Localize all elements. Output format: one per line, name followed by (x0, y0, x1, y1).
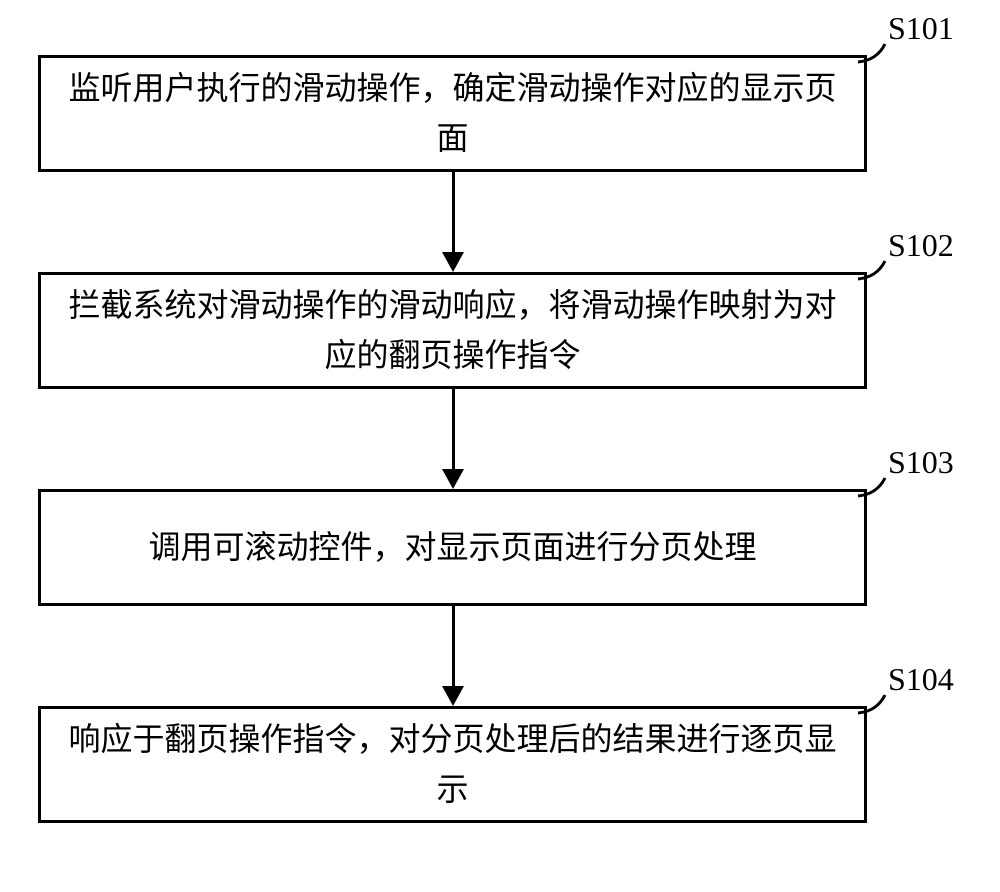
flow-node-s103: 调用可滚动控件，对显示页面进行分页处理 (38, 489, 867, 606)
arrow-s102-s103 (452, 389, 455, 469)
arrow-s101-s102 (452, 172, 455, 252)
flow-node-text: 拦截系统对滑动操作的滑动响应，将滑动操作映射为对应的翻页操作指令 (65, 281, 840, 380)
step-label-s102: S102 (888, 227, 954, 264)
flow-node-text: 调用可滚动控件，对显示页面进行分页处理 (148, 523, 756, 573)
step-label-s103: S103 (888, 444, 954, 481)
flow-node-s102: 拦截系统对滑动操作的滑动响应，将滑动操作映射为对应的翻页操作指令 (38, 272, 867, 389)
arrow-head-icon (442, 686, 464, 706)
step-label-s104: S104 (888, 661, 954, 698)
flow-node-text: 响应于翻页操作指令，对分页处理后的结果进行逐页显示 (65, 715, 840, 814)
step-label-s101: S101 (888, 10, 954, 47)
arrow-head-icon (442, 469, 464, 489)
flow-node-s101: 监听用户执行的滑动操作，确定滑动操作对应的显示页面 (38, 55, 867, 172)
flow-node-s104: 响应于翻页操作指令，对分页处理后的结果进行逐页显示 (38, 706, 867, 823)
arrow-head-icon (442, 252, 464, 272)
arrow-s103-s104 (452, 606, 455, 686)
flow-node-text: 监听用户执行的滑动操作，确定滑动操作对应的显示页面 (65, 64, 840, 163)
flowchart-canvas: 监听用户执行的滑动操作，确定滑动操作对应的显示页面 S101 拦截系统对滑动操作… (0, 0, 1000, 892)
